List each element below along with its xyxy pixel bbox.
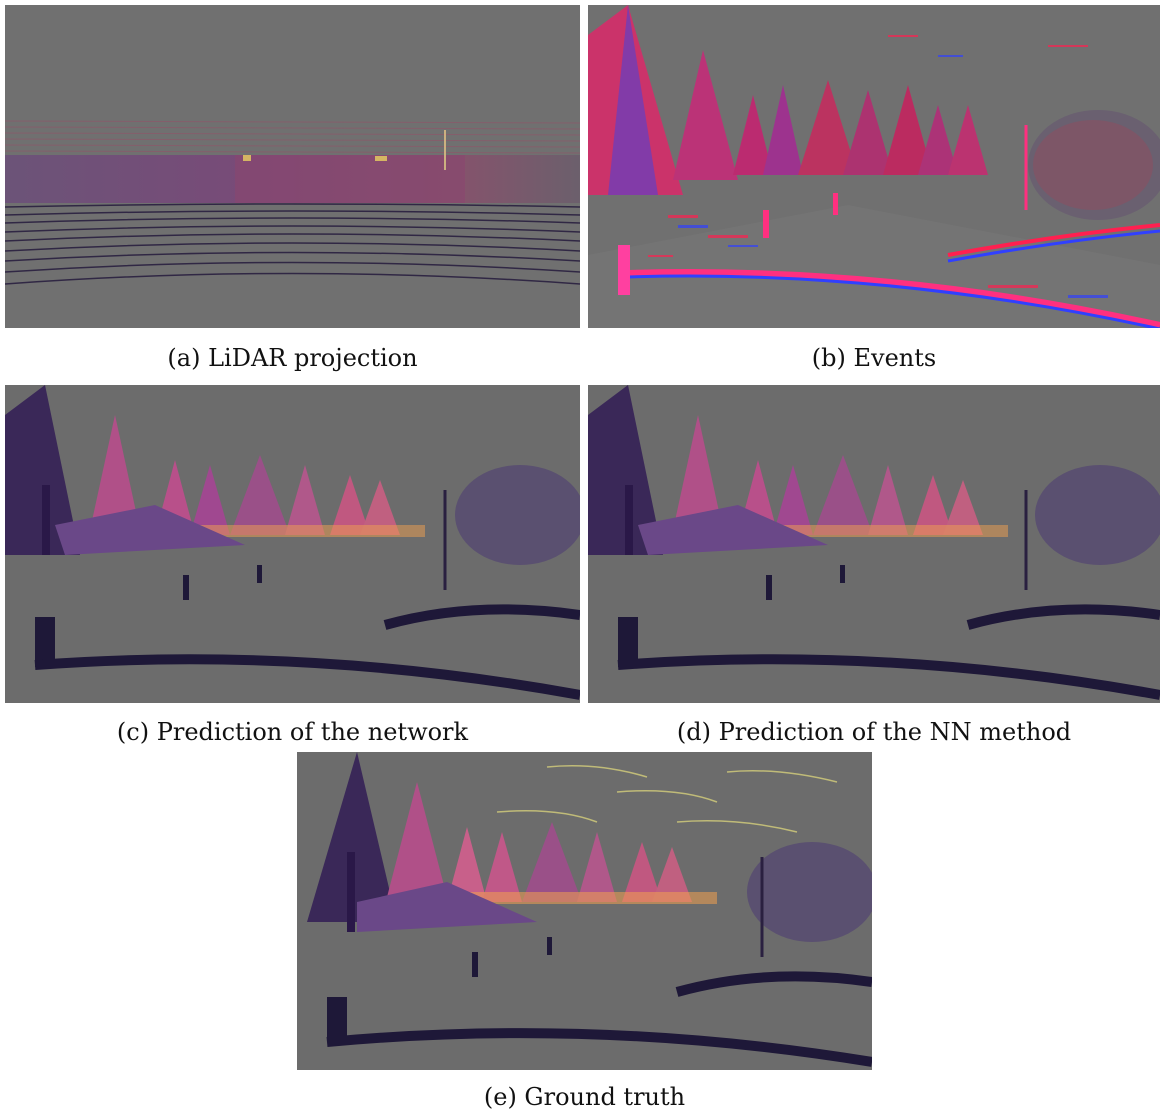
network-prediction-image [5,385,580,703]
panel-network-prediction [5,385,580,703]
nn-method-prediction-image [588,385,1160,703]
events-image [588,5,1160,328]
lidar-image [5,5,580,328]
panel-ground-truth [297,752,872,1070]
caption-d: (d) Prediction of the NN method [676,718,1072,746]
panel-lidar-projection [5,5,580,328]
caption-b: (b) Events [811,344,937,372]
caption-a: (a) LiDAR projection [167,344,418,372]
ground-truth-image [297,752,872,1070]
caption-c: (c) Prediction of the network [116,718,469,746]
panel-nn-method-prediction [588,385,1160,703]
panel-events [588,5,1160,328]
caption-e: (e) Ground truth [483,1083,686,1111]
